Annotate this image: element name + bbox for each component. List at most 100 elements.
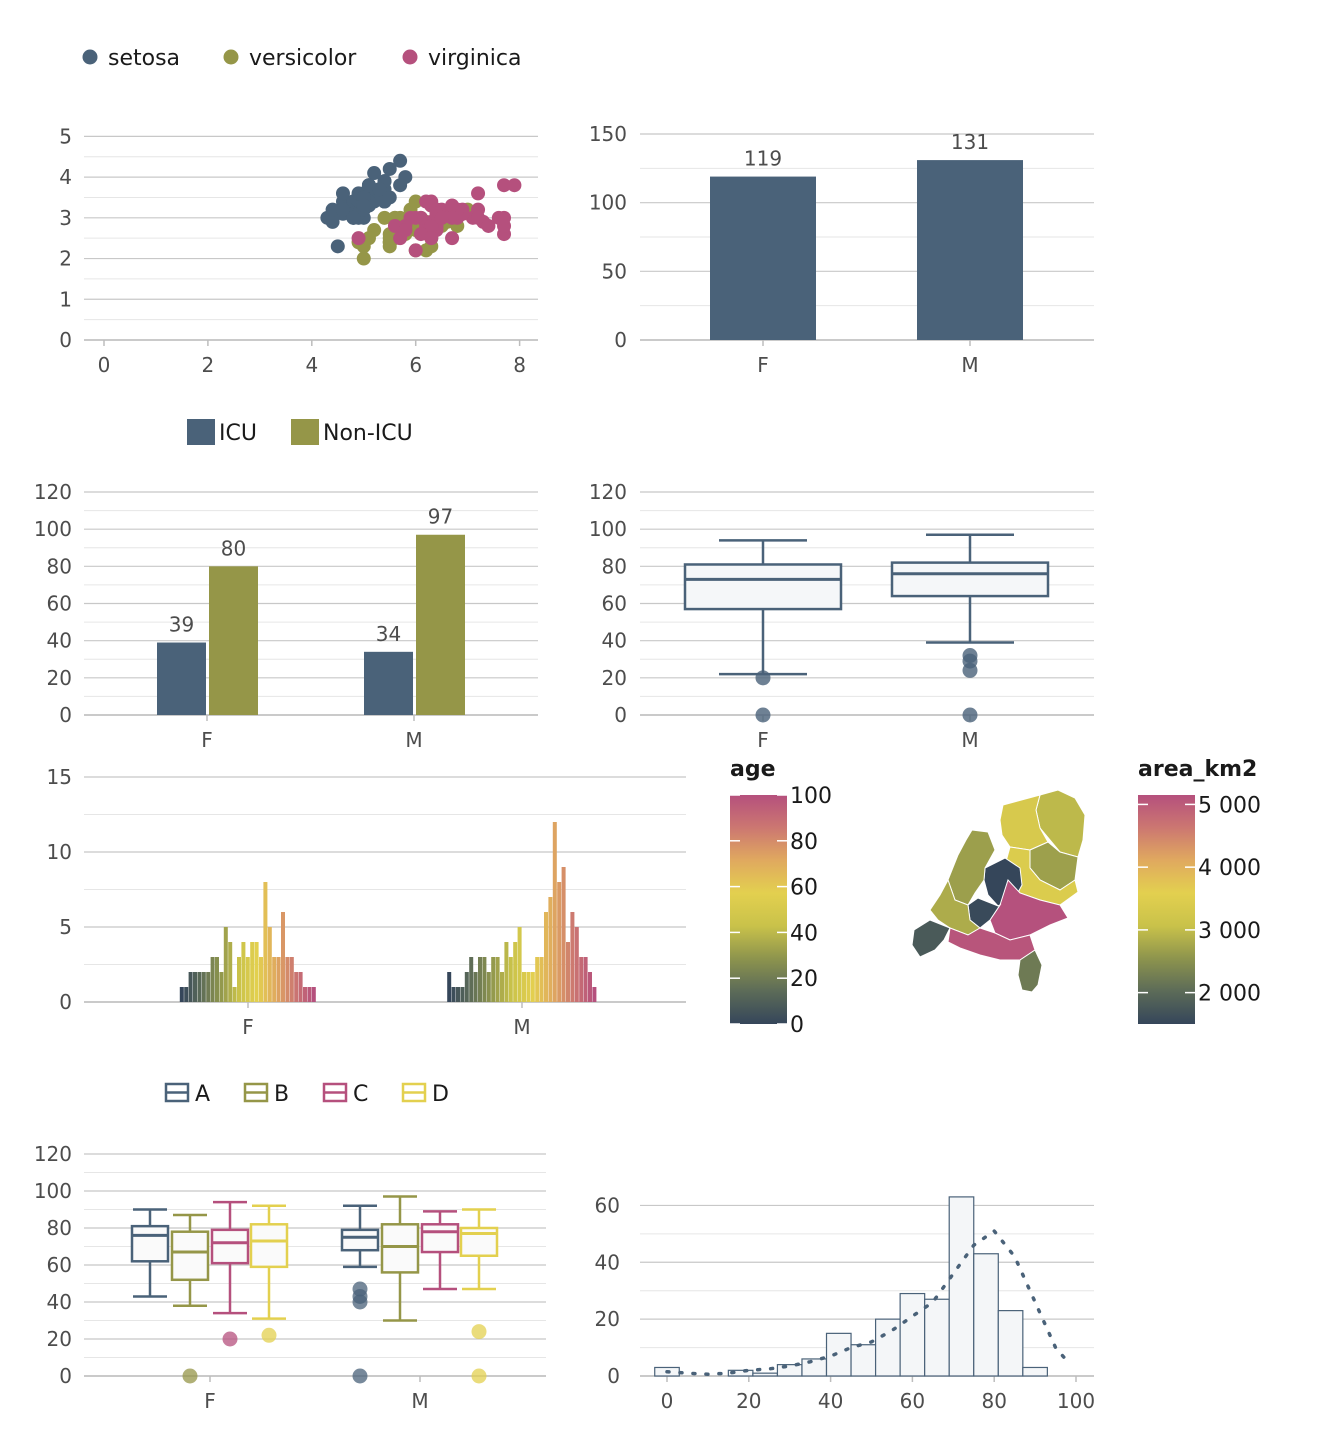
x-tick-label: F (757, 728, 769, 752)
point-virginica (471, 186, 486, 201)
bar-ICU-F (157, 642, 206, 715)
x-tick-label: 8 (513, 353, 526, 377)
area-colorbar: area_km2 2 000 3 000 4 000 5 000 (1138, 757, 1261, 1024)
y-tick-label: 40 (595, 1250, 620, 1274)
point-virginica (471, 210, 486, 225)
icu-legend: ICU Non-ICU (187, 419, 413, 446)
colorbar-tick-label: 4 000 (1198, 856, 1261, 881)
point-virginica (497, 178, 512, 193)
region-limburg (1017, 949, 1043, 993)
hist-bar-M (478, 957, 482, 1002)
hist-bar-F (303, 987, 307, 1002)
point-virginica (445, 210, 460, 225)
hist-bar-F (215, 957, 219, 1002)
point-virginica (424, 231, 439, 246)
hist-bar (1022, 1366, 1048, 1377)
point-setosa (335, 186, 350, 201)
hist-bar-F (201, 972, 206, 1002)
hist-bar-M (447, 972, 452, 1002)
y-tick-label: 0 (614, 703, 627, 727)
colorbar (1138, 795, 1195, 1024)
hist-bar (850, 1344, 877, 1377)
hist-bar-F (281, 912, 285, 1002)
hist-bar (801, 1358, 828, 1377)
y-tick-label: 100 (589, 517, 627, 541)
legend-label-B: B (274, 1082, 289, 1107)
x-tick-label: 2 (202, 353, 215, 377)
hist-bar (948, 1196, 975, 1377)
hist-bar-F (179, 987, 184, 1002)
bar-Non-ICU-F (209, 566, 258, 715)
point-setosa (382, 190, 397, 205)
hist-bar-F (206, 972, 211, 1002)
x-tick-label: 6 (409, 353, 422, 377)
y-tick-label: 0 (59, 328, 72, 352)
y-tick-label: 60 (47, 592, 72, 616)
legend-swatch-ICU (187, 419, 215, 445)
point-setosa (393, 153, 408, 168)
bar-Non-ICU-M (416, 534, 465, 715)
outlier-M (962, 707, 978, 723)
hist-bar-M (482, 957, 487, 1002)
y-tick-label: 40 (602, 629, 627, 653)
hist-bar-F (232, 987, 237, 1002)
nl-map[interactable] (911, 789, 1086, 993)
x-tick-label: M (411, 1389, 428, 1413)
hist-bar (924, 1298, 950, 1377)
y-tick-label: 3 (59, 206, 72, 230)
y-tick-label: 2 (59, 247, 72, 271)
hist-bar-M (588, 972, 592, 1002)
outlier-C (222, 1331, 238, 1347)
y-tick-label: 60 (602, 592, 627, 616)
x-tick-label: 60 (900, 1389, 925, 1413)
bar-label-ICU-F: 39 (169, 613, 194, 637)
box-F (683, 563, 843, 611)
x-tick-label: F (242, 1015, 254, 1039)
hist-bar-F (267, 927, 272, 1002)
x-tick-label: F (757, 353, 769, 377)
outlier-A (352, 1294, 368, 1310)
point-setosa (356, 198, 371, 213)
x-tick-label: F (201, 728, 213, 752)
hist-bar-M (592, 987, 597, 1002)
y-tick-label: 0 (614, 328, 627, 352)
hist-bar (973, 1253, 999, 1377)
box-M (890, 561, 1050, 598)
colorbar-title: age (730, 757, 776, 782)
x-tick-label: 4 (305, 353, 318, 377)
icu-bar-panel: ICU Non-ICU 0 20 40 60 80 100 120 F M 39 80 34 97 (34, 419, 538, 752)
x-tick-label: 40 (818, 1389, 843, 1413)
hist-bar (776, 1364, 803, 1377)
hist-bar (752, 1372, 779, 1377)
y-tick-label: 0 (607, 1364, 620, 1388)
point-virginica (445, 231, 460, 246)
x-tick-label: 20 (736, 1389, 761, 1413)
y-tick-label: 5 (59, 124, 72, 148)
hist-bar-M (451, 987, 456, 1002)
point-virginica (351, 231, 366, 246)
hist-bar-M (526, 972, 531, 1002)
box-C-F (210, 1228, 250, 1265)
outlier-M (962, 662, 978, 678)
outlier-D (471, 1368, 487, 1384)
y-tick-label: 120 (589, 480, 627, 504)
iris-scatter-panel: setosa versicolor virginica 0 2 4 6 8 0 1 2 3 4 5 (59, 46, 538, 377)
hist-bar-M (561, 867, 566, 1002)
y-tick-label: 4 (59, 165, 72, 189)
bar-label-Non-ICU-F: 80 (221, 536, 246, 560)
hist-bar-F (250, 942, 255, 1002)
legend-label-setosa: setosa (108, 46, 180, 71)
x-tick-label: 100 (1057, 1389, 1095, 1413)
hist-bar-F (254, 942, 259, 1002)
point-virginica (497, 210, 512, 225)
outlier-D (261, 1327, 277, 1343)
colorbar-tick-label: 100 (790, 784, 832, 809)
hist-bar-M (460, 987, 465, 1002)
age-colorbar: age 0 20 40 60 80 100 (730, 757, 832, 1038)
y-tick-label: 1 (59, 287, 72, 311)
hist-bar (997, 1310, 1024, 1377)
point-virginica (434, 210, 449, 225)
colorbar-tick-label: 80 (790, 830, 818, 855)
colorbar-tick-label: 3 000 (1198, 919, 1261, 944)
y-tick-label: 100 (34, 1179, 72, 1203)
